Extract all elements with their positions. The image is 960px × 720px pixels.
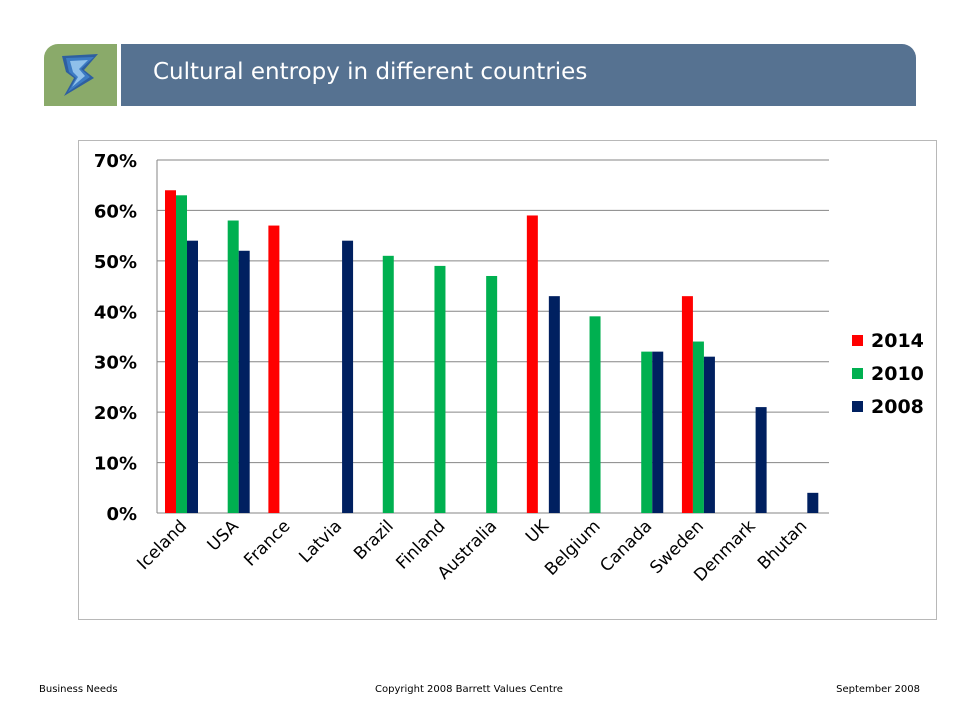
bar-2008-bhutan <box>807 492 819 513</box>
bar-2008-usa <box>238 250 250 513</box>
bar-2014-france <box>268 225 280 514</box>
bar-2008-uk <box>548 296 560 513</box>
bar-2010-brazil <box>382 255 394 514</box>
bar-2008-latvia <box>342 240 354 513</box>
x-category-label: France <box>240 516 294 570</box>
y-tick-label: 30% <box>94 353 137 374</box>
y-tick-label: 50% <box>94 252 137 273</box>
bar-2010-finland <box>434 265 446 513</box>
bar-2014-sweden <box>681 296 693 513</box>
y-tick-label: 20% <box>94 403 137 424</box>
footer-copyright: Copyright 2008 Barrett Values Centre <box>375 684 563 695</box>
legend-swatch-2014 <box>852 335 863 346</box>
legend-label-2008: 2008 <box>871 396 924 418</box>
bar-2008-denmark <box>755 407 767 513</box>
bar-2008-iceland <box>187 240 198 513</box>
x-category-label: Bhutan <box>754 516 811 573</box>
x-category-label: Latvia <box>295 516 346 567</box>
title-bar: Cultural entropy in different countries <box>121 44 916 106</box>
y-tick-label: 70% <box>94 151 137 172</box>
x-category-label: USA <box>204 516 243 555</box>
footer-left-text: Business Needs <box>39 684 118 695</box>
x-category-label: Iceland <box>133 516 191 574</box>
bar-2010-canada <box>641 351 653 513</box>
x-category-label: Canada <box>596 516 656 576</box>
legend-swatch-2010 <box>852 368 863 379</box>
x-category-label: UK <box>522 516 553 547</box>
logo-tile <box>44 44 117 106</box>
bar-2008-sweden <box>703 356 715 513</box>
bar-2010-usa <box>227 220 239 513</box>
chart-frame: 0% 10% 20% 30% 40% 50% 60% 70% Iceland USA France L… <box>78 140 937 620</box>
bar-2010-sweden <box>692 341 704 513</box>
bar-2010-australia <box>486 275 498 513</box>
slide-title: Cultural entropy in different countries <box>153 59 588 85</box>
y-tick-label: 10% <box>94 454 137 475</box>
legend-label-2014: 2014 <box>871 330 924 352</box>
bar-2014-uk <box>526 215 538 513</box>
slide-header: Cultural entropy in different countries <box>44 44 916 106</box>
bar-2008-canada <box>652 351 664 513</box>
x-category-label: Brazil <box>350 516 398 564</box>
y-tick-label: 60% <box>94 201 137 222</box>
legend-label-2010: 2010 <box>871 363 924 385</box>
bar-2014-iceland <box>165 190 176 513</box>
legend-swatch-2008 <box>852 401 863 412</box>
y-tick-label: 0% <box>106 504 137 525</box>
barrett-logo-icon <box>62 54 98 96</box>
footer-date: September 2008 <box>836 684 920 695</box>
bar-2010-iceland <box>176 195 187 514</box>
y-tick-label: 40% <box>94 302 137 323</box>
bar-2010-belgium <box>589 316 601 513</box>
x-category-label: Belgium <box>541 516 604 579</box>
